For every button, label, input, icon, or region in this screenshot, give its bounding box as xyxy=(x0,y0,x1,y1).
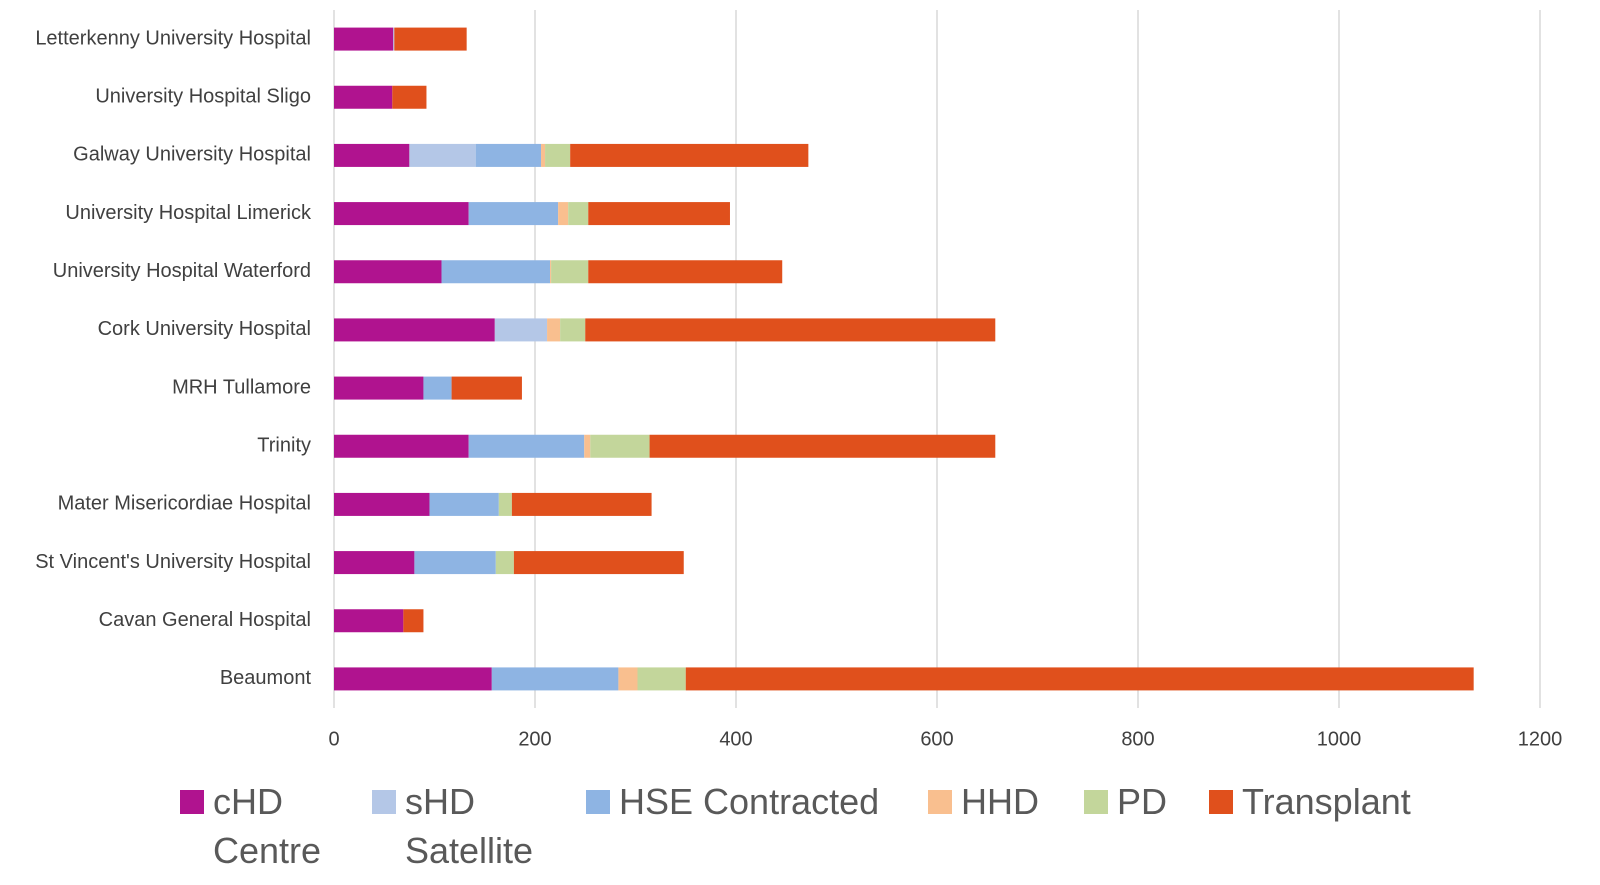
legend-label: Transplant xyxy=(1242,781,1411,822)
bar-segment xyxy=(334,202,469,226)
y-tick-label: Mater Misericordiae Hospital xyxy=(58,493,311,515)
bar-segment xyxy=(414,551,496,575)
bar-segment xyxy=(441,260,551,284)
legend-swatch xyxy=(586,790,610,814)
bar-segment xyxy=(334,260,442,284)
bar-segment xyxy=(403,609,424,633)
y-tick-label: University Hospital Sligo xyxy=(95,86,311,108)
bar-segment xyxy=(494,318,548,342)
bar-segment xyxy=(491,667,619,691)
bar-segment xyxy=(334,609,404,633)
y-tick-label: Trinity xyxy=(257,435,311,457)
bar-segment xyxy=(511,492,652,516)
legend-label: HHD xyxy=(961,781,1039,822)
y-tick-label: St Vincent's University Hospital xyxy=(35,551,311,573)
bar-segment xyxy=(584,434,591,458)
bar-segment xyxy=(541,143,546,167)
bar-segment xyxy=(475,143,542,167)
y-tick-label: Cork University Hospital xyxy=(98,318,311,340)
bar-segment xyxy=(334,27,394,51)
bar-segment xyxy=(468,202,559,226)
x-tick-label: 200 xyxy=(518,728,551,750)
x-tick-label: 600 xyxy=(920,728,953,750)
bar-segment xyxy=(550,260,552,284)
bar-segment xyxy=(394,27,467,51)
x-tick-label: 0 xyxy=(328,728,339,750)
bar-segment xyxy=(498,492,512,516)
bar-segment xyxy=(545,143,571,167)
bar-segment xyxy=(334,434,469,458)
bar-segment xyxy=(558,202,569,226)
bar-segment xyxy=(334,551,415,575)
legend-swatch xyxy=(928,790,952,814)
bar-segment xyxy=(568,202,589,226)
legend-swatch xyxy=(372,790,396,814)
y-tick-label: Letterkenny University Hospital xyxy=(35,27,311,49)
bar-segment xyxy=(685,667,1474,691)
bar-segment xyxy=(468,434,585,458)
bar-segment xyxy=(551,260,589,284)
bar-segment xyxy=(334,85,393,109)
bar-segment xyxy=(334,318,495,342)
x-tick-label: 1000 xyxy=(1317,728,1362,750)
bar-segment xyxy=(513,551,684,575)
bar-segment xyxy=(409,143,476,167)
x-tick-label: 800 xyxy=(1121,728,1154,750)
bar-segment xyxy=(588,260,783,284)
bar-segment xyxy=(588,202,730,226)
bar-segment xyxy=(649,434,996,458)
y-tick-label: Galway University Hospital xyxy=(73,144,311,166)
y-tick-label: Beaumont xyxy=(220,667,312,689)
chart: 0 200 400 600 800 1000 1200 Letterkenny Univers… xyxy=(35,10,1563,750)
y-tick-label: Cavan General Hospital xyxy=(99,609,311,631)
bar-segment xyxy=(392,85,427,109)
bar-segment xyxy=(570,143,809,167)
y-tick-label: University Hospital Limerick xyxy=(65,202,312,224)
bar-segment xyxy=(495,551,514,575)
bar-segment xyxy=(393,27,395,51)
legend-swatch xyxy=(180,790,204,814)
bar-segment xyxy=(451,376,522,400)
legend-label: HSE Contracted xyxy=(619,781,880,822)
bar-segment xyxy=(547,318,561,342)
bar-segment xyxy=(590,434,650,458)
bar-segment xyxy=(429,492,499,516)
bar-segment xyxy=(585,318,996,342)
legend-label: PD xyxy=(1117,781,1168,822)
bar-segment xyxy=(334,492,430,516)
legend-label: cHD Centre xyxy=(213,781,322,871)
legend-swatch xyxy=(1084,790,1108,814)
legend-label: sHD Satellite xyxy=(405,781,534,871)
bar-segment xyxy=(334,376,424,400)
legend-swatch xyxy=(1209,790,1233,814)
bar-segment xyxy=(560,318,586,342)
y-tick-label: University Hospital Waterford xyxy=(53,260,311,282)
x-tick-label: 1200 xyxy=(1518,728,1563,750)
y-tick-label: MRH Tullamore xyxy=(172,376,311,398)
bar-segment xyxy=(423,376,452,400)
bar-segment xyxy=(334,667,492,691)
bar-segment xyxy=(637,667,686,691)
bar-segment xyxy=(334,143,410,167)
bar-segment xyxy=(618,667,638,691)
x-tick-label: 400 xyxy=(719,728,752,750)
